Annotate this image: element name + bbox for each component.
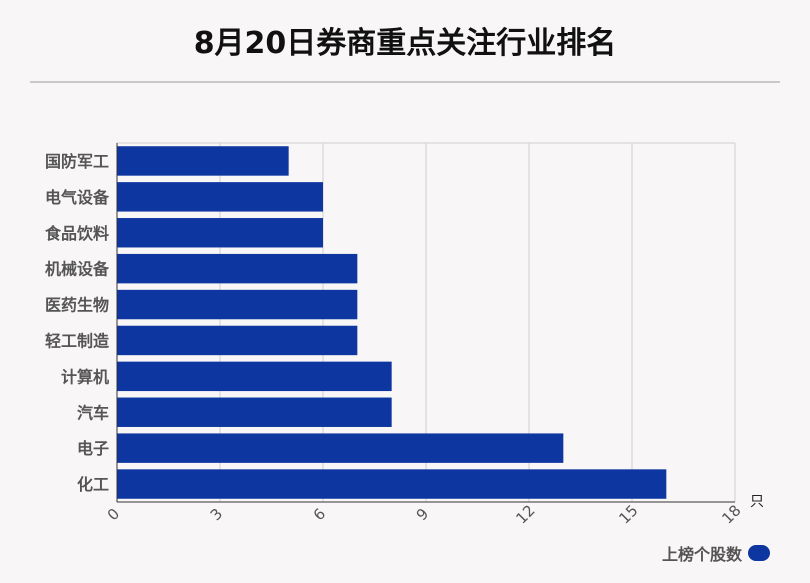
- bar: [117, 253, 358, 284]
- bar: [117, 146, 289, 176]
- x-tick-label: 12: [512, 501, 538, 527]
- title-divider: [30, 81, 780, 83]
- bar: [117, 325, 358, 356]
- x-tick-label: 3: [207, 505, 226, 524]
- x-tick-labels: 0 3 6 9 12 15 18: [104, 501, 745, 527]
- category-label: 汽车: [77, 403, 109, 422]
- x-tick-label: 9: [413, 505, 432, 524]
- bars: [117, 146, 667, 499]
- category-label: 轻工制造: [45, 331, 110, 350]
- bar: [117, 218, 323, 248]
- x-tick-label: 18: [718, 501, 744, 527]
- category-label: 计算机: [61, 367, 109, 386]
- category-label: 电气设备: [45, 188, 110, 207]
- bar: [117, 397, 392, 427]
- category-label: 化工: [77, 475, 109, 494]
- chart-title: 8月20日券商重点关注行业排名: [193, 26, 617, 61]
- x-tick-label: 6: [310, 505, 329, 524]
- x-axis-unit-label: 只: [750, 494, 764, 510]
- x-tick-label: 15: [615, 501, 641, 527]
- category-label: 电子: [77, 439, 109, 458]
- legend: 上榜个股数: [662, 541, 770, 565]
- category-label: 机械设备: [45, 260, 110, 279]
- axes: [116, 143, 735, 503]
- bar: [117, 361, 392, 392]
- bar: [117, 182, 323, 212]
- category-label: 医药生物: [45, 296, 109, 315]
- legend-swatch: [748, 545, 770, 561]
- bar: [117, 469, 667, 499]
- x-tick-label: 0: [104, 505, 123, 524]
- legend-label: 上榜个股数: [661, 545, 742, 564]
- bar: [117, 289, 358, 320]
- bar: [117, 433, 564, 463]
- category-label: 食品饮料: [44, 224, 109, 243]
- category-label: 国防军工: [45, 152, 109, 171]
